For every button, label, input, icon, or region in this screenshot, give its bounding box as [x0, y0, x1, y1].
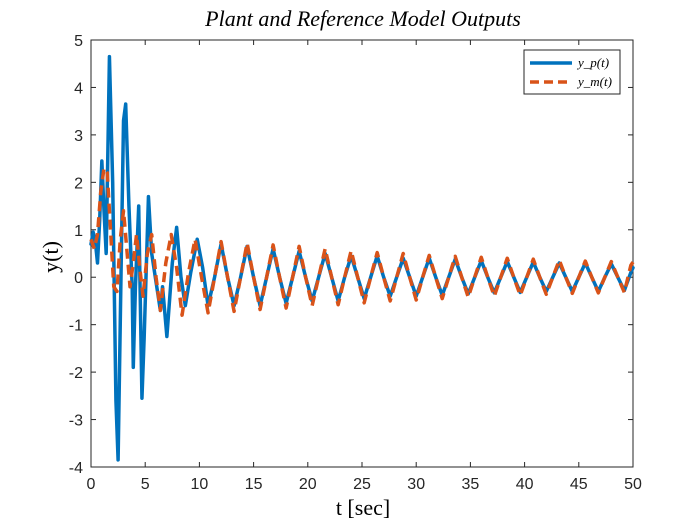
y-tick-label: 5 [74, 33, 83, 50]
x-tick-label: 5 [141, 476, 150, 493]
plot-area [90, 39, 634, 468]
y-tick-label: 1 [74, 223, 83, 240]
series-line-ym [89, 166, 635, 317]
y-tick-label: 3 [74, 128, 83, 145]
x-tick-label: 25 [353, 476, 371, 493]
x-tick-label: 20 [299, 476, 317, 493]
y-axis-label: y(t) [38, 241, 63, 273]
x-tick-label: 40 [516, 476, 534, 493]
x-axis-label: t [sec] [336, 495, 390, 520]
x-tick-label: 45 [570, 476, 588, 493]
x-tick-label: 10 [191, 476, 209, 493]
legend-label-ym: y_m(t) [576, 74, 612, 89]
legend-label-yp: y_p(t) [576, 55, 609, 70]
plot-box [90, 39, 634, 468]
series-layer [89, 54, 635, 462]
y-tick-label: -3 [69, 413, 83, 430]
x-tick-label: 0 [87, 476, 96, 493]
x-tick-label: 30 [407, 476, 425, 493]
y-tick-label: 4 [74, 80, 83, 97]
legend: y_p(t) y_m(t) [523, 49, 621, 95]
chart-title: Plant and Reference Model Outputs [204, 6, 521, 31]
y-tick-label: -2 [69, 365, 83, 382]
x-tick-label: 35 [462, 476, 480, 493]
y-tick-label: -1 [69, 318, 83, 335]
x-tick-label: 50 [624, 476, 642, 493]
x-tick-label: 15 [245, 476, 263, 493]
y-tick-label: 2 [74, 175, 83, 192]
legend-box [523, 49, 621, 95]
y-tick-label: -4 [69, 460, 83, 477]
y-tick-label: 0 [74, 270, 83, 287]
